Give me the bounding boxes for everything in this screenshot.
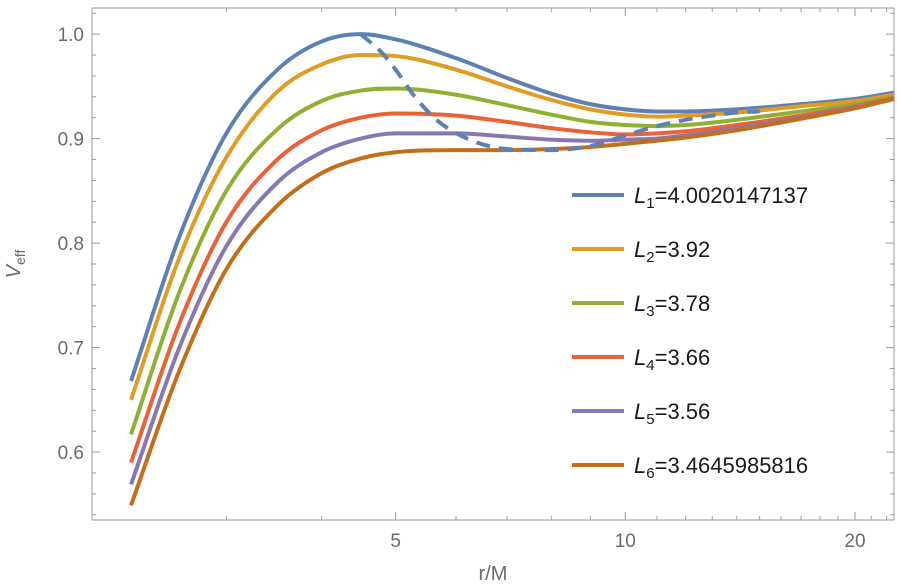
x-tick-label: 20 <box>844 531 865 552</box>
y-axis-label-sub: eff <box>12 250 28 265</box>
legend-label-6: L6=3.4645985816 <box>634 453 808 482</box>
plot-frame <box>91 7 895 521</box>
x-tick-label: 10 <box>615 531 636 552</box>
legend-subscript: 2 <box>646 249 654 266</box>
legend-label-3: L3=3.78 <box>634 291 710 320</box>
legend-symbol: L <box>634 453 646 478</box>
y-tick-label: 0.8 <box>58 234 84 255</box>
legend-symbol: L <box>634 291 646 316</box>
series-line-1 <box>129 32 895 382</box>
legend-subscript: 4 <box>646 357 654 374</box>
dashed-extremum-curve <box>359 32 760 153</box>
legend: L1=4.0020147137L2=3.92L3=3.78L4=3.66L5=3… <box>572 183 808 482</box>
legend-value: =3.4645985816 <box>655 453 809 478</box>
series-line-4 <box>129 95 895 464</box>
x-axis-label: r/M <box>479 563 508 585</box>
data-series <box>129 32 895 507</box>
y-tick-label: 0.6 <box>58 443 84 464</box>
legend-label-1: L1=4.0020147137 <box>634 183 808 212</box>
legend-label-4: L4=3.66 <box>634 345 710 374</box>
y-tick-label: 0.9 <box>58 130 84 151</box>
legend-value: =3.66 <box>655 345 711 370</box>
legend-label-2: L2=3.92 <box>634 237 710 266</box>
y-axis-label-main: V <box>3 263 25 278</box>
y-axis-label: Veff <box>3 250 28 279</box>
series-line-5 <box>129 96 895 486</box>
y-tick-label: 0.7 <box>58 339 84 360</box>
y-tick-label: 1.0 <box>58 25 84 46</box>
legend-value: =3.92 <box>655 237 711 262</box>
legend-subscript: 1 <box>646 195 654 212</box>
legend-symbol: L <box>634 237 646 262</box>
legend-label-5: L5=3.56 <box>634 399 710 428</box>
axis-ticks: 5 10 20 0.6 0.7 0.8 0.9 1.0 <box>58 8 894 552</box>
legend-symbol: L <box>634 183 646 208</box>
x-tick-label: 5 <box>390 531 401 552</box>
extremum-locus <box>359 32 760 153</box>
legend-subscript: 3 <box>646 303 654 320</box>
legend-subscript: 5 <box>646 411 654 428</box>
legend-symbol: L <box>634 399 646 424</box>
legend-subscript: 6 <box>646 465 654 482</box>
legend-symbol: L <box>634 345 646 370</box>
legend-value: =3.78 <box>655 291 711 316</box>
series-line-3 <box>129 86 895 435</box>
legend-value: =3.56 <box>655 399 711 424</box>
legend-value: =4.0020147137 <box>655 183 809 208</box>
